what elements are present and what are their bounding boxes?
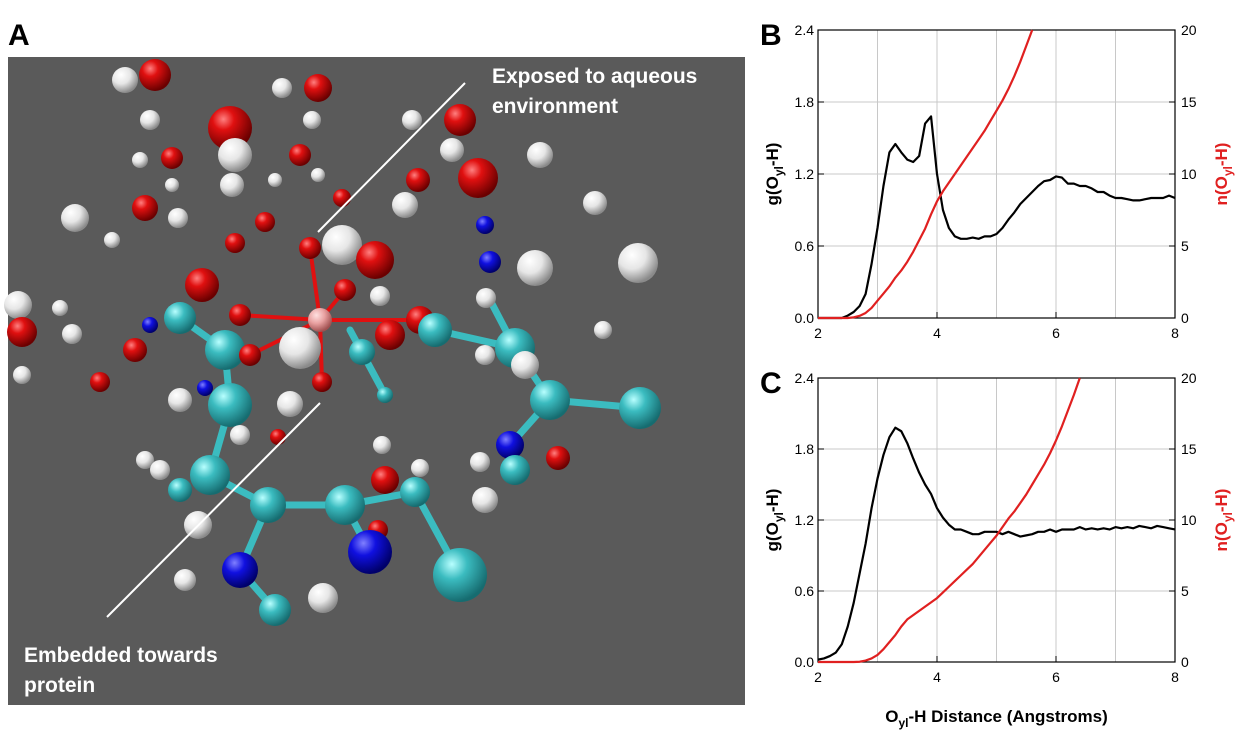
y2-tick-label: 15 (1181, 441, 1197, 457)
y2-tick-label: 10 (1181, 512, 1197, 528)
axis-label: g(Oyl-H) (763, 489, 786, 552)
series-line (817, 426, 1176, 661)
annotation: protein (24, 674, 95, 697)
axis-label: n(Oyl-H) (1212, 489, 1235, 552)
axis-label-part: -H) (1212, 489, 1231, 513)
x-tick-label: 4 (933, 325, 941, 341)
axis-label-part: n(O (1212, 522, 1231, 551)
axis-label: g(Oyl-H) (763, 143, 786, 206)
y-tick-label: 0.6 (795, 238, 815, 254)
y2-tick-label: 20 (1181, 370, 1197, 386)
annotation: environment (492, 95, 618, 118)
x-tick-label: 2 (814, 325, 822, 341)
y-tick-label: 1.8 (795, 94, 815, 110)
y2-tick-label: 15 (1181, 94, 1197, 110)
y2-tick-label: 5 (1181, 583, 1189, 599)
atoms (4, 59, 661, 626)
y-tick-label: 1.8 (795, 441, 815, 457)
axis-label-part: yl (772, 166, 786, 176)
y-tick-label: 0.0 (795, 310, 815, 326)
axis-label-part: yl (772, 512, 786, 522)
axis-label-part: -H Distance (Angstroms) (908, 707, 1107, 726)
y-tick-label: 2.4 (795, 22, 815, 38)
axis-label-part: g(O (763, 522, 782, 551)
y-tick-label: 0.0 (795, 654, 815, 670)
divider-line (317, 82, 466, 233)
annotation: Exposed to aqueous (492, 65, 697, 88)
axis-label-part: -H) (763, 489, 782, 513)
series-line (818, 115, 1176, 320)
x-tick-label: 4 (933, 669, 941, 685)
axis-label-part: O (885, 707, 898, 726)
axis-label-part: -H) (763, 143, 782, 167)
axis-label-part: yl (1221, 166, 1235, 176)
annotation: Embedded towards (24, 644, 218, 667)
y-tick-label: 1.2 (795, 512, 815, 528)
axis-label: Oyl-H Distance (Angstroms) (885, 707, 1108, 730)
axis-label-part: g(O (763, 176, 782, 205)
x-tick-label: 8 (1171, 669, 1179, 685)
axis-label-part: yl (898, 716, 908, 730)
x-tick-label: 6 (1052, 325, 1060, 341)
series-line (818, 29, 1034, 320)
axis-label-part: n(O (1212, 176, 1231, 205)
x-tick-label: 2 (814, 669, 822, 685)
y2-tick-label: 20 (1181, 22, 1197, 38)
panel-label: C (760, 367, 782, 400)
series-line (818, 377, 1081, 664)
x-tick-label: 8 (1171, 325, 1179, 341)
axis-label: n(Oyl-H) (1212, 143, 1235, 206)
y-tick-label: 1.2 (795, 166, 815, 182)
y2-tick-label: 5 (1181, 238, 1189, 254)
y2-tick-label: 10 (1181, 166, 1197, 182)
y2-tick-label: 0 (1181, 654, 1189, 670)
panel-label: B (760, 19, 782, 52)
divider-line (106, 402, 321, 618)
panel-label: A (8, 19, 30, 52)
axis-label-part: yl (1221, 512, 1235, 522)
y-tick-label: 0.6 (795, 583, 815, 599)
y-tick-label: 2.4 (795, 370, 815, 386)
axis-label-part: -H) (1212, 143, 1231, 167)
y2-tick-label: 0 (1181, 310, 1189, 326)
x-tick-label: 6 (1052, 669, 1060, 685)
molecule-view: Exposed to aqueous environment Embedded … (4, 57, 745, 705)
